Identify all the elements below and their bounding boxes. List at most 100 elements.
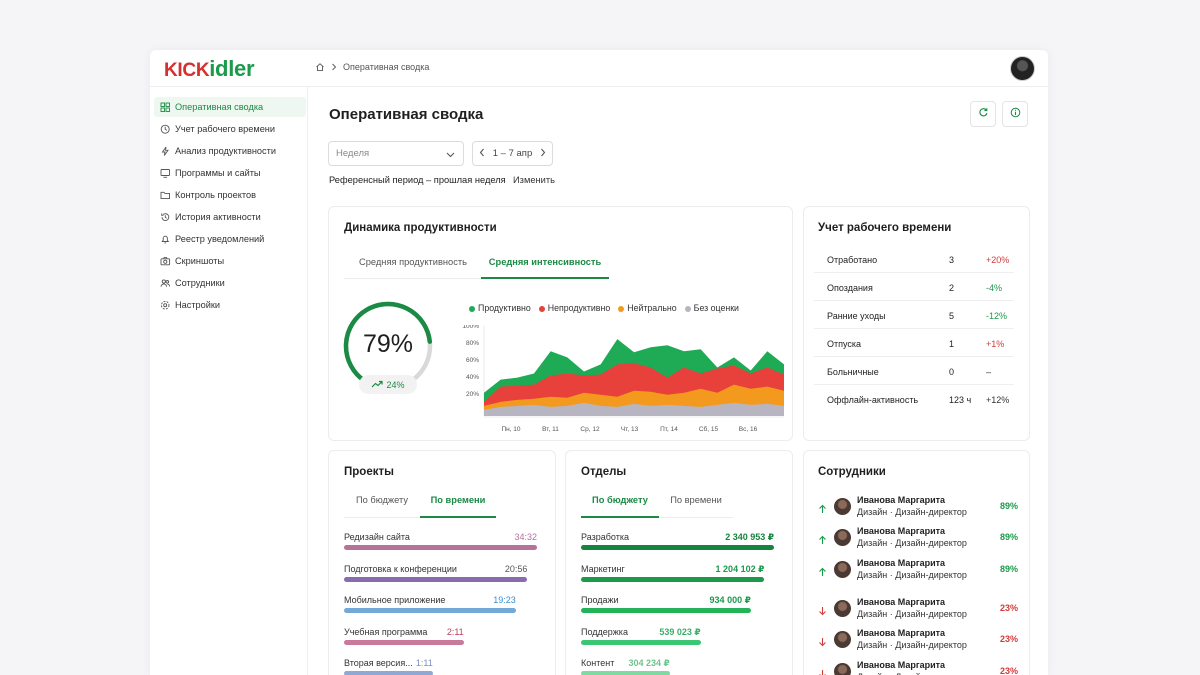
project-row[interactable]: Учебная программа 2:11 (344, 627, 537, 649)
project-row[interactable]: Мобильное приложение 19:23 (344, 595, 537, 617)
project-row[interactable]: Подготовка к конференции 20:56 (344, 564, 537, 586)
employee-role: Дизайн · Дизайн-директор (857, 569, 967, 580)
bar-value: 1 204 102 ₽ (715, 563, 765, 574)
sidebar-item-8[interactable]: Скриншоты (154, 251, 306, 271)
home-icon[interactable] (315, 62, 325, 72)
chevron-down-icon (446, 150, 455, 161)
area-series-1 (484, 402, 784, 416)
worktime-delta: -4% (986, 283, 1003, 293)
x-tick-label: Пн, 10 (501, 426, 520, 433)
avatar (834, 662, 851, 675)
sidebar-item-label: Учет рабочего времени (175, 124, 276, 134)
tab-by-time[interactable]: По времени (670, 495, 722, 505)
avatar (834, 529, 851, 547)
bar-value: 2:11 (446, 626, 464, 637)
app-window: KICKidler Оперативная сводка Оперативная… (150, 50, 1048, 675)
info-button[interactable] (1002, 101, 1028, 127)
productivity-area-chart: 100% 80% 60% 40% 20% Пн, 10 Вт, 11 Ср, 12 Чт, 13… (462, 325, 784, 433)
next-period-button[interactable] (540, 148, 546, 160)
bar-fill (581, 545, 774, 550)
y-tick-label: 60% (466, 357, 479, 364)
user-avatar[interactable] (1010, 56, 1035, 81)
period-select[interactable]: Неделя (328, 141, 464, 166)
legend-item: Без оценки (684, 303, 739, 313)
sidebar-item-label: Оперативная сводка (175, 102, 264, 112)
sidebar-item-10[interactable]: Настройки (154, 295, 306, 315)
avatar (834, 631, 851, 649)
department-row[interactable]: Маркетинг 1 204 102 ₽ (581, 564, 774, 586)
worktime-label: Отпуска (827, 339, 862, 349)
tab-by-time[interactable]: По времени (430, 495, 486, 505)
monitor-icon (160, 168, 171, 179)
info-icon (1010, 105, 1021, 123)
project-row[interactable]: Редизайн сайта 34:32 (344, 532, 537, 554)
tabs-baseline (344, 278, 609, 279)
worktime-label: Ранние уходы (827, 311, 886, 321)
legend-label: Без оценки (693, 303, 739, 313)
legend-label: Непродуктивно (547, 303, 611, 313)
bar-fill (344, 608, 516, 613)
bar-label: Учебная программа (344, 626, 428, 637)
sidebar-item-label: История активности (175, 212, 261, 222)
department-row[interactable]: Разработка 2 340 953 ₽ (581, 532, 774, 554)
bar-label: Поддержка (581, 626, 628, 637)
avatar (834, 599, 851, 617)
sidebar-item-9[interactable]: Сотрудники (154, 273, 306, 293)
bar-value: 19:23 (493, 595, 516, 605)
legend-swatch (618, 305, 625, 312)
users-icon (160, 278, 171, 289)
projects-active-tab-indicator (420, 516, 496, 518)
project-row[interactable]: Вторая версия... 1:11 (344, 658, 537, 675)
worktime-delta: +1% (986, 339, 1005, 349)
bar-label: Подготовка к конференции (344, 563, 457, 574)
active-tab-indicator (481, 277, 609, 279)
sidebar-item-label: Программы и сайты (175, 168, 261, 178)
sidebar-item-7[interactable]: Реестр уведомлений (154, 229, 306, 249)
sidebar-item-4[interactable]: Программы и сайты (154, 163, 306, 183)
department-row[interactable]: Контент 304 234 ₽ (581, 658, 774, 675)
bar-label: Разработка (581, 532, 629, 542)
sidebar-item-2[interactable]: Учет рабочего времени (154, 119, 306, 139)
worktime-title: Учет рабочего времени (818, 222, 952, 234)
employee-name: Иванова Маргарита (857, 596, 946, 607)
trend-badge: 24% (359, 375, 417, 394)
sidebar-item-5[interactable]: Контроль проектов (154, 185, 306, 205)
bar-fill (344, 576, 528, 582)
sidebar-item-3[interactable]: Анализ продуктивности (154, 141, 306, 161)
x-tick-label: Пт, 14 (660, 426, 678, 433)
projects-card: Проекты По бюджету По времени Редизайн с… (328, 450, 556, 675)
tab-by-budget[interactable]: По бюджету (592, 495, 648, 505)
department-row[interactable]: Поддержка 539 023 ₽ (581, 627, 774, 649)
change-reference-link[interactable]: Изменить (513, 175, 555, 185)
department-row[interactable]: Продажи 934 000 ₽ (581, 595, 774, 617)
logo[interactable]: KICKidler (164, 56, 255, 81)
employees-title: Сотрудники (818, 466, 886, 478)
tab-average-intensity[interactable]: Средняя интенсивность (488, 257, 602, 267)
x-tick-label: Ср, 12 (580, 426, 600, 433)
bar-fill (581, 639, 701, 645)
tab-average-productivity[interactable]: Средняя продуктивность (359, 257, 467, 267)
bar-fill (344, 545, 537, 550)
employee-role: Дизайн · Дизайн-директор (857, 672, 967, 675)
worktime-label: Оффлайн-активность (827, 395, 919, 405)
tab-by-budget[interactable]: По бюджету (355, 495, 409, 505)
legend-swatch (538, 305, 545, 312)
employee-percent: 89% (999, 563, 1018, 574)
sidebar-item-1[interactable]: Оперативная сводка (154, 97, 306, 117)
prev-period-button[interactable] (479, 148, 485, 160)
worktime-card: Учет рабочего времени Отработано 3 +20% Опо… (803, 206, 1030, 441)
refresh-button[interactable] (970, 101, 996, 127)
worktime-row: Ранние уходы 5 -12% (814, 301, 1014, 329)
bar-value: 2 340 953 ₽ (725, 532, 774, 542)
sidebar-item-6[interactable]: История активности (154, 207, 306, 227)
page-title: Оперативная сводка (329, 106, 484, 123)
y-tick-label: 100% (462, 325, 479, 330)
trend-up-icon (371, 380, 384, 390)
grid-icon (160, 102, 171, 113)
